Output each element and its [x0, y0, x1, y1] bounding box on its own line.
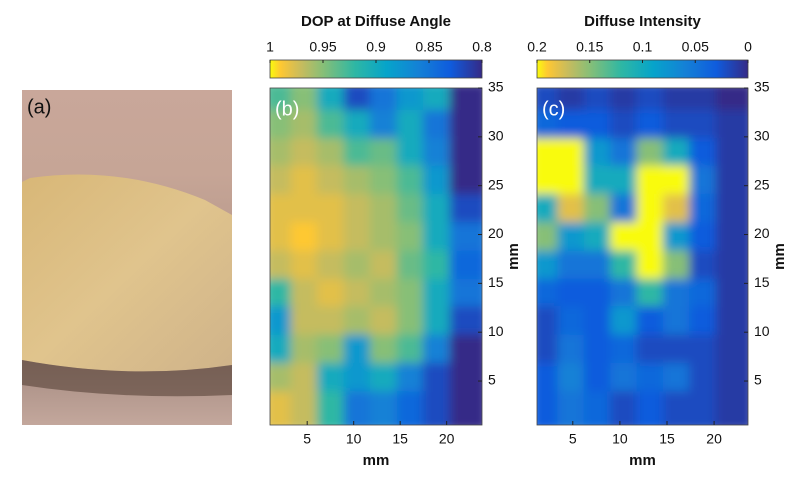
y-axis-label: mm	[771, 243, 788, 270]
heatmap-cells	[537, 88, 748, 425]
colorbar-tick-label: 0.15	[576, 39, 603, 55]
y-tick-label: 5	[488, 372, 496, 388]
x-tick-label: 10	[346, 431, 362, 447]
y-tick-label: 25	[754, 176, 770, 192]
x-tick-label: 20	[706, 431, 722, 447]
y-tick-label: 15	[488, 274, 504, 290]
y-tick-label: 20	[754, 225, 770, 241]
heatmap-cell	[449, 391, 482, 425]
colorbar-tick-label: 0.8	[472, 39, 492, 55]
heatmap	[270, 88, 482, 425]
x-axis-label: mm	[363, 452, 390, 469]
y-tick-label: 20	[488, 225, 504, 241]
x-axis-label: mm	[629, 452, 656, 469]
y-tick-label: 30	[488, 128, 504, 144]
colorbar-tick-label: 0.9	[366, 39, 386, 55]
photo-panel: (a)	[22, 90, 232, 425]
plot-frame	[536, 87, 749, 426]
y-tick-label: 10	[488, 323, 504, 339]
photo-shadow	[22, 360, 232, 397]
photo-sample	[22, 174, 232, 372]
heatmap	[537, 88, 748, 425]
heatmap-cell	[715, 391, 748, 425]
y-tick-label: 30	[754, 128, 770, 144]
y-tick-label: 25	[488, 176, 504, 192]
panel-label: (a)	[27, 96, 51, 118]
x-tick-label: 5	[303, 431, 311, 447]
chart-title: DOP at Diffuse Angle	[301, 13, 451, 30]
panel-label: (c)	[542, 98, 565, 120]
x-tick-label: 20	[439, 431, 455, 447]
y-tick-label: 35	[754, 79, 770, 95]
x-tick-label: 15	[392, 431, 408, 447]
colorbar-tick-label: 0.1	[633, 39, 653, 55]
y-tick-label: 10	[754, 323, 770, 339]
x-tick-label: 5	[569, 431, 577, 447]
heatmap-cells	[270, 88, 482, 425]
plot-frame	[269, 87, 483, 426]
x-tick-label: 15	[659, 431, 675, 447]
y-axis-label: mm	[505, 243, 522, 270]
colorbar-tick-label: 0	[744, 39, 752, 55]
y-tick-label: 15	[754, 274, 770, 290]
colorbar-tick-label: 0.85	[415, 39, 442, 55]
chart-title: Diffuse Intensity	[584, 13, 701, 30]
x-tick-label: 10	[612, 431, 628, 447]
colorbar-tick-label: 0.2	[527, 39, 547, 55]
panel-label: (b)	[275, 98, 299, 120]
y-tick-label: 5	[754, 372, 762, 388]
y-tick-label: 35	[488, 79, 504, 95]
colorbar-tick-label: 1	[266, 39, 274, 55]
colorbar-tick-label: 0.95	[309, 39, 336, 55]
colorbar-tick-label: 0.05	[682, 39, 709, 55]
